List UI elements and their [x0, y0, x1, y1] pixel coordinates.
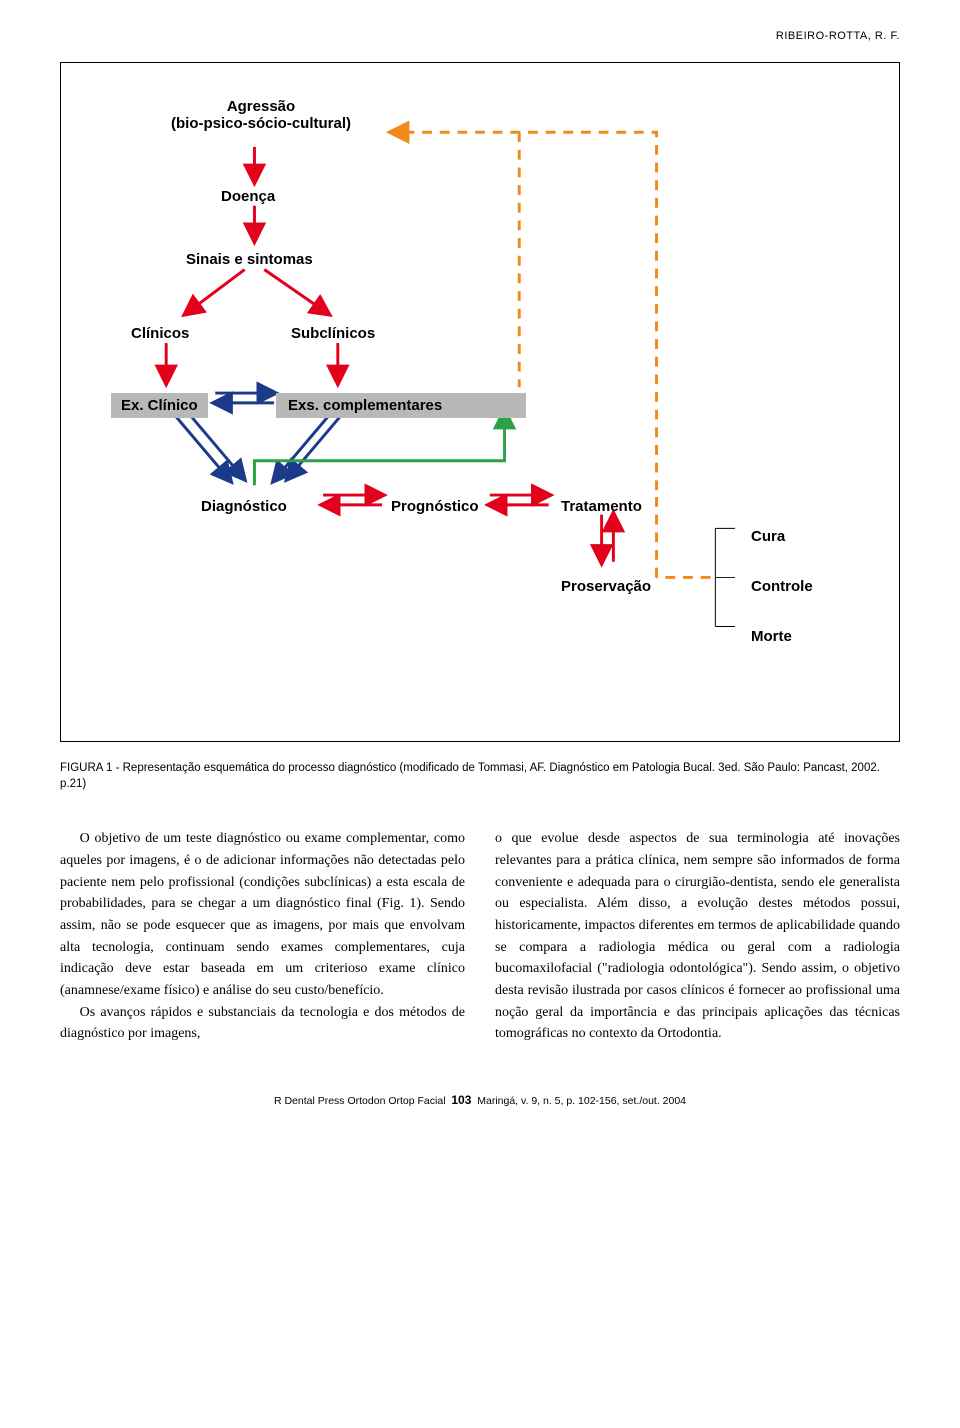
node-cura: Cura — [751, 528, 785, 545]
agressao-line1: Agressão — [227, 98, 295, 115]
col2-para1: o que evolue desde aspectos de sua termi… — [495, 828, 900, 1045]
node-morte: Morte — [751, 628, 792, 645]
column-right: o que evolue desde aspectos de sua termi… — [495, 828, 900, 1045]
footer-issue: Maringá, v. 9, n. 5, p. 102-156, set./ou… — [477, 1095, 686, 1107]
page-footer: R Dental Press Ortodon Ortop Facial 103 … — [60, 1093, 900, 1107]
col1-para2: Os avanços rápidos e substanciais da tec… — [60, 1002, 465, 1045]
node-subclinicos: Subclínicos — [291, 325, 375, 342]
agressao-line2: (bio-psico-sócio-cultural) — [171, 115, 351, 132]
node-controle: Controle — [751, 578, 813, 595]
figure-box: Agressão (bio-psico-sócio-cultural) Doen… — [60, 62, 900, 742]
footer-journal: R Dental Press Ortodon Ortop Facial — [274, 1095, 446, 1107]
node-prognostico: Prognóstico — [391, 498, 479, 515]
footer-page-number: 103 — [451, 1093, 471, 1107]
col1-para1: O objetivo de um teste diagnóstico ou ex… — [60, 828, 465, 1002]
node-tratamento: Tratamento — [561, 498, 642, 515]
node-sinais: Sinais e sintomas — [186, 251, 313, 268]
node-diagnostico: Diagnóstico — [201, 498, 287, 515]
node-proservacao: Proservação — [561, 578, 651, 595]
flowchart-diagram: Agressão (bio-psico-sócio-cultural) Doen… — [101, 93, 859, 701]
body-columns: O objetivo de um teste diagnóstico ou ex… — [60, 828, 900, 1045]
node-doenca: Doença — [221, 188, 275, 205]
running-head: RIBEIRO-ROTTA, R. F. — [60, 30, 900, 42]
figure-caption: FIGURA 1 - Representação esquemática do … — [60, 760, 900, 792]
column-left: O objetivo de um teste diagnóstico ou ex… — [60, 828, 465, 1045]
node-exs-compl: Exs. complementares — [276, 393, 526, 418]
node-agressao: Agressão (bio-psico-sócio-cultural) — [161, 98, 361, 132]
node-ex-clinico: Ex. Clínico — [111, 393, 208, 418]
node-clinicos: Clínicos — [131, 325, 189, 342]
